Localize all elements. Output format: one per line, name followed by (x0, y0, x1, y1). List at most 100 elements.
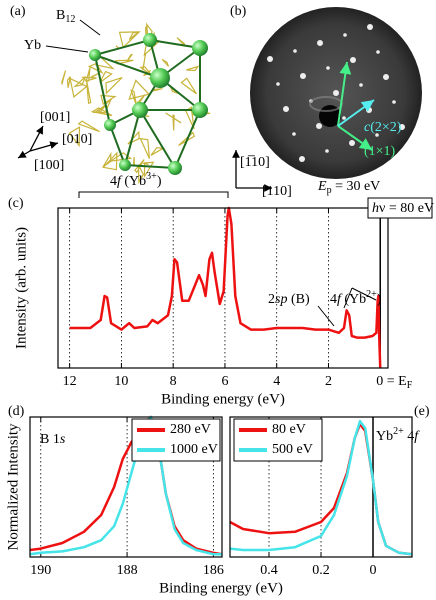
b12-cluster (165, 112, 182, 124)
yb-atom (192, 40, 208, 56)
b12-cluster (61, 70, 67, 86)
direction-label: [010] (62, 132, 92, 147)
annotation: 2sp (B) (268, 292, 310, 307)
legend-box (233, 418, 323, 462)
x-tick-label: 0.2 (312, 563, 330, 578)
plot-frame (57, 207, 389, 369)
b12-cluster (128, 79, 151, 100)
text: (B) (287, 292, 310, 307)
annotation: 4f (Yb3+) (110, 171, 162, 189)
direction-label: [100] (34, 158, 64, 173)
b12-cluster (143, 161, 155, 179)
text: s (60, 432, 66, 447)
b12-cluster (85, 79, 92, 104)
text: h (372, 201, 379, 216)
b12-cluster (139, 137, 150, 159)
annotation: B 1s (40, 432, 66, 447)
leed-spot (359, 83, 363, 87)
leed-spot (317, 40, 323, 46)
text: 4 (330, 292, 337, 307)
leed-spot (293, 49, 297, 53)
y-axis-label: Intensity (arb. units) (13, 227, 29, 349)
b12-cluster (143, 162, 149, 166)
b12-cluster (81, 76, 97, 82)
x-tick-label: 0 = EF (376, 374, 412, 391)
leed-spot (325, 149, 329, 153)
leed-spot (349, 140, 355, 146)
leed-spot (343, 33, 347, 37)
b12-cluster (137, 164, 144, 185)
leed-spot (376, 50, 380, 54)
x-tick-label: 190 (30, 563, 51, 578)
leed-spot (267, 56, 273, 62)
legend-label: 80 eV (272, 422, 306, 437)
yb-atom (119, 159, 131, 171)
yb-atom (143, 33, 157, 47)
leed-spot (300, 73, 306, 79)
leed-spot (367, 24, 373, 30)
panel-label: (e) (414, 404, 430, 419)
yb-bond (139, 109, 176, 169)
leed-spot (276, 82, 280, 86)
leader (343, 287, 377, 309)
axes-arrows (17, 125, 272, 192)
x-tick-label: 10 (114, 374, 128, 389)
text: F (407, 380, 413, 391)
legend-label: 280 eV (170, 422, 211, 437)
leed-spot (333, 90, 339, 96)
b12-cluster (139, 66, 153, 76)
c2x2-label: c(2×2) (364, 120, 402, 135)
x-tick-label: 0 (370, 563, 377, 578)
leader (45, 45, 89, 53)
text: f (414, 429, 420, 444)
leed-spot (292, 132, 296, 136)
b12-cluster (172, 114, 175, 131)
text: B 1 (40, 432, 60, 447)
x-tick-label: 186 (203, 563, 224, 578)
leed-spot (326, 66, 330, 70)
yb-bond (94, 39, 151, 56)
text: f (117, 174, 123, 189)
bracket (78, 191, 229, 198)
leader (317, 305, 335, 327)
plot-frame (229, 416, 413, 558)
text: 4 (404, 429, 415, 444)
leed-pattern (250, 7, 422, 179)
text: 2+ (366, 289, 377, 300)
leed-spot (383, 74, 389, 80)
b12-cluster (105, 77, 123, 95)
b12-cluster (180, 77, 198, 95)
leed-spot (342, 116, 346, 120)
legend-label: 1000 eV (170, 442, 218, 457)
leed-spot (392, 100, 396, 104)
yb-bond (174, 109, 201, 169)
leed-spot (283, 106, 289, 112)
x-tick-label: 6 (221, 374, 228, 389)
direction-label: [1̅10] (240, 155, 270, 170)
text: 4 (110, 174, 117, 189)
yb-atom (168, 161, 182, 175)
annotation-box (367, 197, 433, 219)
leed-spot (399, 124, 405, 130)
plot-frame (29, 416, 223, 558)
text: (2×2) (370, 120, 402, 135)
leed-spot (366, 107, 372, 113)
yb-atom (192, 102, 208, 118)
b12-cluster (66, 76, 71, 88)
text: sp (275, 292, 287, 307)
text: (Yb (121, 174, 146, 189)
b12-cluster (132, 156, 135, 166)
yb-bond (109, 124, 126, 166)
text: = 30 eV (332, 179, 381, 194)
b12-cluster (115, 45, 120, 50)
panel-label: (b) (230, 4, 247, 19)
text: = 80 eV (385, 201, 434, 216)
b12-cluster (186, 65, 200, 72)
text: p (327, 185, 332, 196)
yb-bond (124, 109, 141, 166)
text: 2+ (393, 426, 404, 437)
annotation: 4f (Yb2+) (330, 289, 382, 307)
yb-atom (89, 49, 101, 61)
text: 0 = E (376, 374, 406, 389)
